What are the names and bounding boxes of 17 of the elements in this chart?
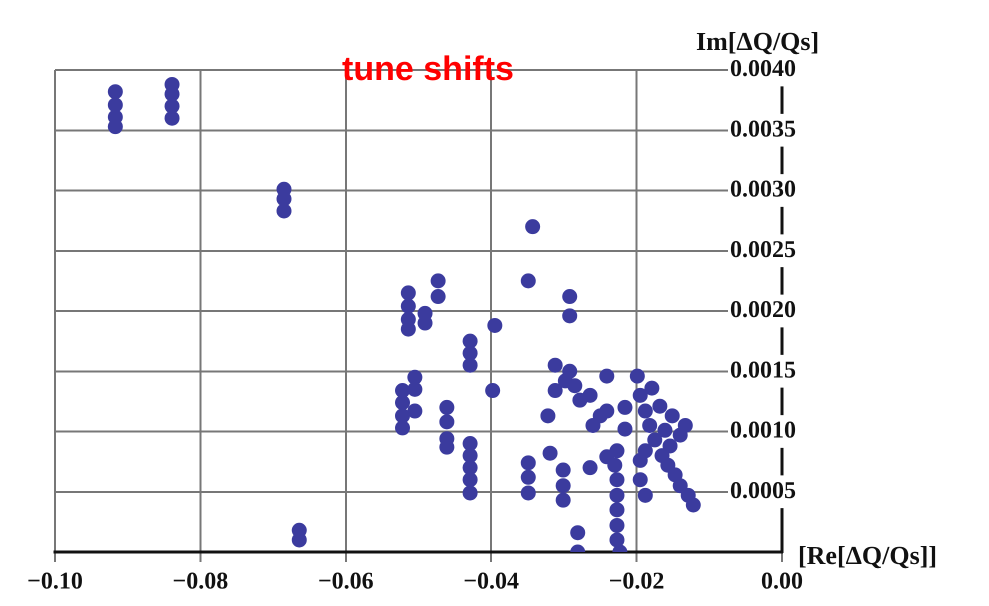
- chart-title: tune shifts: [342, 50, 514, 88]
- y-tick-label: 0.0015: [730, 357, 796, 384]
- y-tick-label: 0.0020: [730, 297, 796, 324]
- x-tick-label: −0.10: [27, 568, 83, 595]
- y-tick-label: 0.0035: [730, 116, 796, 142]
- x-tick-label: −0.08: [172, 568, 228, 595]
- y-axis-title: Im[ΔQ/Qs]: [696, 27, 820, 56]
- y-tick-label: 0.0040: [730, 56, 796, 82]
- x-tick-label: −0.02: [608, 568, 664, 595]
- x-tick-label: −0.06: [318, 568, 374, 595]
- y-tick-label: 0.0030: [730, 176, 796, 203]
- y-tick-label: 0.0005: [730, 478, 796, 504]
- y-tick-label: 0.0010: [730, 418, 796, 444]
- x-tick-label: −0.04: [463, 568, 520, 595]
- x-axis-title: [Re[ΔQ/Qs]]: [798, 541, 938, 570]
- x-tick-label: 0.00: [761, 568, 803, 595]
- y-tick-label: 0.0025: [730, 236, 796, 263]
